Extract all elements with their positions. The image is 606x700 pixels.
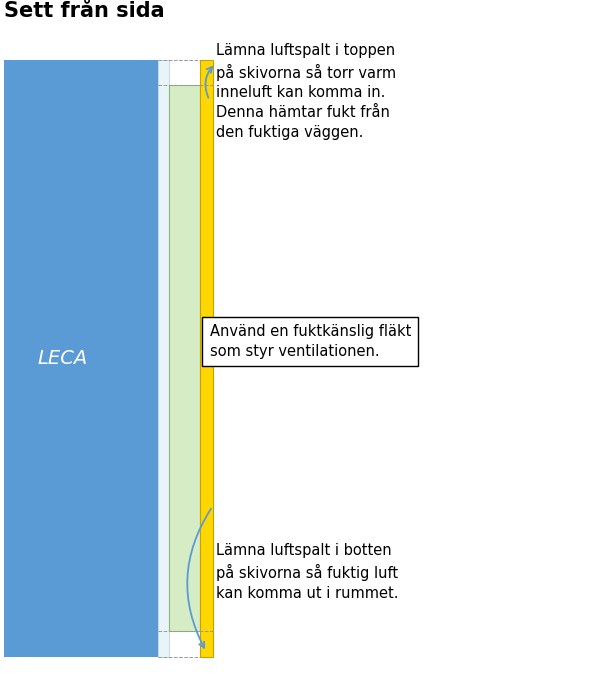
FancyBboxPatch shape [201, 60, 213, 657]
Text: LECA: LECA [38, 349, 88, 368]
FancyBboxPatch shape [158, 60, 169, 657]
Text: Använd en fuktkänslig fläkt
som styr ventilationen.: Använd en fuktkänslig fläkt som styr ven… [210, 324, 411, 359]
Text: Lämna luftspalt i botten
på skivorna så fuktig luft
kan komma ut i rummet.: Lämna luftspalt i botten på skivorna så … [216, 543, 398, 601]
FancyBboxPatch shape [4, 60, 158, 657]
Text: Lämna luftspalt i toppen
på skivorna så torr varm
inneluft kan komma in.
Denna h: Lämna luftspalt i toppen på skivorna så … [216, 43, 396, 140]
FancyBboxPatch shape [169, 85, 201, 631]
Text: Sett från sida: Sett från sida [4, 1, 165, 21]
